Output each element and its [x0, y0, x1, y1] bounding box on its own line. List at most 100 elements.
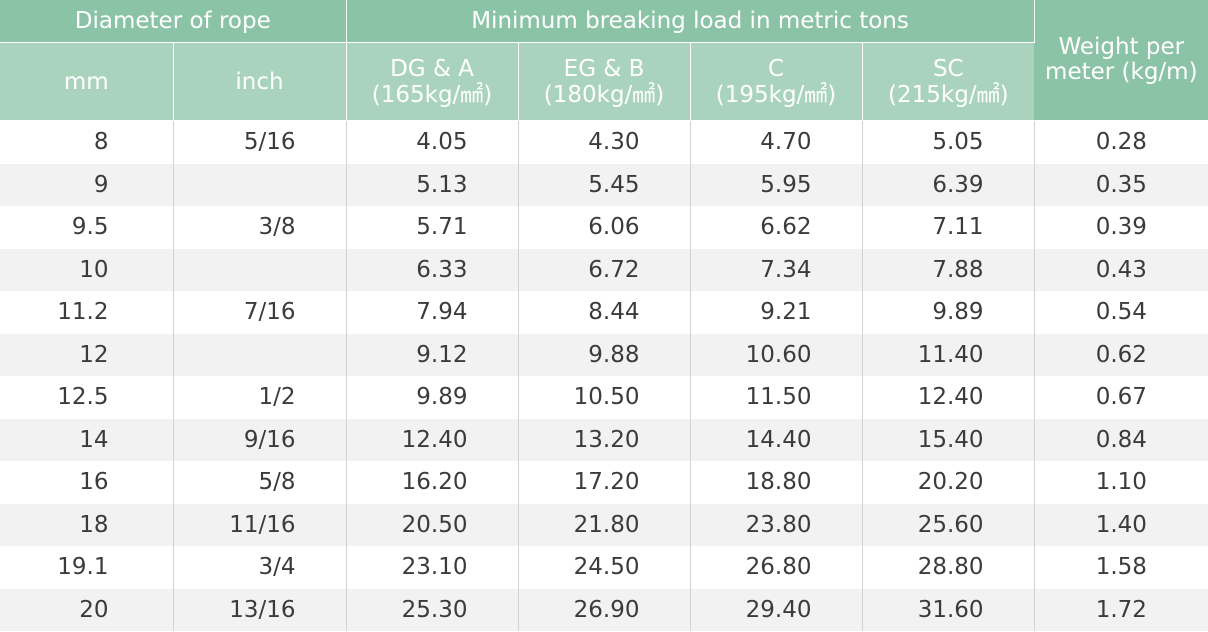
cell-dg-a: 20.50 — [346, 503, 519, 546]
cell-mm: 14 — [0, 418, 174, 461]
cell-weight: 0.62 — [1034, 333, 1208, 376]
grade-strength: (165kg/㎟) — [371, 81, 493, 108]
cell-inch — [173, 163, 347, 206]
weight-header-label: Weight per meter (kg/m) — [1045, 34, 1198, 85]
table-body: 8 5/16 4.05 4.30 4.70 5.05 0.28 9 5.13 5… — [0, 120, 1208, 631]
cell-dg-a: 9.89 — [346, 376, 519, 419]
table-row: 20 13/16 25.30 26.90 29.40 31.60 1.72 — [0, 588, 1208, 631]
cell-eg-b: 24.50 — [518, 546, 691, 589]
cell-inch: 5/16 — [173, 120, 347, 164]
cell-mm: 19.1 — [0, 546, 174, 589]
cell-mm: 8 — [0, 120, 174, 164]
table-row: 19.1 3/4 23.10 24.50 26.80 28.80 1.58 — [0, 546, 1208, 589]
table-row: 14 9/16 12.40 13.20 14.40 15.40 0.84 — [0, 418, 1208, 461]
cell-weight: 0.39 — [1034, 206, 1208, 249]
cell-weight: 0.28 — [1034, 120, 1208, 164]
grade-name: EG & B — [563, 55, 645, 82]
cell-c: 9.21 — [690, 291, 863, 334]
cell-dg-a: 4.05 — [346, 120, 519, 164]
cell-c: 5.95 — [690, 163, 863, 206]
cell-inch: 13/16 — [173, 588, 347, 631]
cell-mm: 12 — [0, 333, 174, 376]
table-row: 9 5.13 5.45 5.95 6.39 0.35 — [0, 163, 1208, 206]
cell-weight: 0.67 — [1034, 376, 1208, 419]
cell-c: 11.50 — [690, 376, 863, 419]
table-row: 12.5 1/2 9.89 10.50 11.50 12.40 0.67 — [0, 376, 1208, 419]
cell-dg-a: 6.33 — [346, 248, 519, 291]
cell-mm: 9.5 — [0, 206, 174, 249]
cell-inch: 11/16 — [173, 503, 347, 546]
cell-inch: 3/8 — [173, 206, 347, 249]
weight-header: Weight per meter (kg/m) — [1034, 0, 1208, 121]
grade-strength: (215kg/㎟) — [888, 81, 1009, 108]
cell-eg-b: 26.90 — [518, 588, 691, 631]
cell-sc: 5.05 — [862, 120, 1035, 164]
cell-eg-b: 17.20 — [518, 461, 691, 504]
cell-eg-b: 9.88 — [518, 333, 691, 376]
cell-eg-b: 6.06 — [518, 206, 691, 249]
cell-sc: 9.89 — [862, 291, 1035, 334]
cell-c: 18.80 — [690, 461, 863, 504]
table-row: 10 6.33 6.72 7.34 7.88 0.43 — [0, 248, 1208, 291]
load-group-header: Minimum breaking load in metric tons — [346, 0, 1035, 43]
cell-dg-a: 12.40 — [346, 418, 519, 461]
header-row-groups: Diameter of rope Minimum breaking load i… — [0, 0, 1208, 121]
cell-weight: 0.35 — [1034, 163, 1208, 206]
table-row: 12 9.12 9.88 10.60 11.40 0.62 — [0, 333, 1208, 376]
grade-strength: (195kg/㎟) — [715, 81, 837, 108]
table-row: 8 5/16 4.05 4.30 4.70 5.05 0.28 — [0, 120, 1208, 164]
cell-eg-b: 13.20 — [518, 418, 691, 461]
cell-eg-b: 4.30 — [518, 120, 691, 164]
cell-eg-b: 10.50 — [518, 376, 691, 419]
table-header: Diameter of rope Minimum breaking load i… — [0, 0, 1208, 121]
cell-mm: 18 — [0, 503, 174, 546]
cell-sc: 7.11 — [862, 206, 1035, 249]
grade-header-sc: SC (215kg/㎟) — [862, 42, 1035, 121]
cell-c: 26.80 — [690, 546, 863, 589]
grade-strength: (180kg/㎟) — [543, 81, 665, 108]
inch-header: inch — [173, 42, 347, 121]
cell-c: 23.80 — [690, 503, 863, 546]
table-row: 11.2 7/16 7.94 8.44 9.21 9.89 0.54 — [0, 291, 1208, 334]
cell-dg-a: 16.20 — [346, 461, 519, 504]
cell-eg-b: 5.45 — [518, 163, 691, 206]
cell-inch: 3/4 — [173, 546, 347, 589]
mm-header: mm — [0, 42, 174, 121]
cell-sc: 28.80 — [862, 546, 1035, 589]
cell-weight: 1.40 — [1034, 503, 1208, 546]
cell-weight: 1.72 — [1034, 588, 1208, 631]
cell-weight: 1.58 — [1034, 546, 1208, 589]
cell-sc: 7.88 — [862, 248, 1035, 291]
cell-weight: 0.54 — [1034, 291, 1208, 334]
cell-weight: 0.84 — [1034, 418, 1208, 461]
cell-mm: 16 — [0, 461, 174, 504]
table-row: 18 11/16 20.50 21.80 23.80 25.60 1.40 — [0, 503, 1208, 546]
cell-c: 7.34 — [690, 248, 863, 291]
cell-dg-a: 9.12 — [346, 333, 519, 376]
cell-eg-b: 21.80 — [518, 503, 691, 546]
cell-inch: 7/16 — [173, 291, 347, 334]
grade-name: SC — [932, 55, 964, 82]
cell-sc: 12.40 — [862, 376, 1035, 419]
cell-inch: 9/16 — [173, 418, 347, 461]
cell-sc: 15.40 — [862, 418, 1035, 461]
cell-sc: 31.60 — [862, 588, 1035, 631]
cell-c: 4.70 — [690, 120, 863, 164]
cell-mm: 20 — [0, 588, 174, 631]
header-row-columns: mm inch DG & A (165kg/㎟) EG & B (180kg/㎟… — [0, 42, 1208, 121]
cell-mm: 11.2 — [0, 291, 174, 334]
cell-dg-a: 25.30 — [346, 588, 519, 631]
cell-inch: 5/8 — [173, 461, 347, 504]
cell-inch — [173, 333, 347, 376]
diameter-group-header: Diameter of rope — [0, 0, 347, 43]
cell-c: 14.40 — [690, 418, 863, 461]
cell-eg-b: 6.72 — [518, 248, 691, 291]
cell-c: 6.62 — [690, 206, 863, 249]
grade-name: DG & A — [390, 55, 474, 82]
cell-sc: 6.39 — [862, 163, 1035, 206]
cell-dg-a: 5.13 — [346, 163, 519, 206]
cell-sc: 20.20 — [862, 461, 1035, 504]
cell-eg-b: 8.44 — [518, 291, 691, 334]
grade-name: C — [767, 55, 785, 82]
